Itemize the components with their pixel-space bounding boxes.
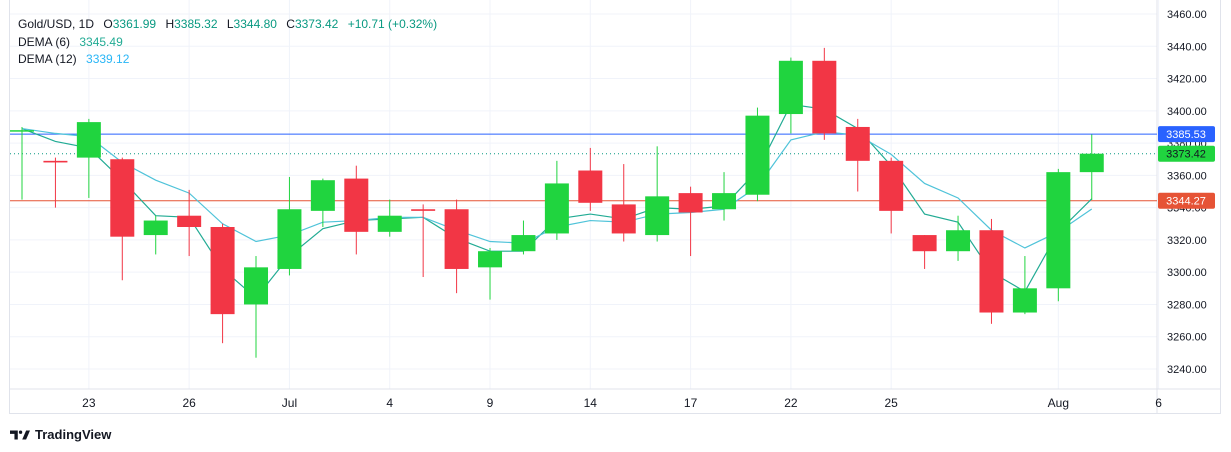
- candle-body[interactable]: [478, 251, 503, 268]
- x-tick-label: Aug: [1048, 396, 1069, 410]
- candle-body[interactable]: [678, 193, 703, 213]
- x-tick-label: Jul: [282, 396, 297, 410]
- candle-body[interactable]: [745, 115, 770, 195]
- candle-body[interactable]: [879, 160, 904, 211]
- candle-body[interactable]: [912, 235, 937, 252]
- candle-body[interactable]: [210, 227, 235, 315]
- y-tick-label: 3420.00: [1167, 74, 1207, 86]
- candle-body[interactable]: [43, 160, 68, 163]
- price-line-label: 3373.42: [1166, 149, 1206, 161]
- price-line-label: 3385.53: [1166, 129, 1206, 141]
- dema12-value: 3339.12: [86, 52, 130, 66]
- candle-body[interactable]: [544, 183, 569, 234]
- dema6-legend[interactable]: DEMA (6) 3345.49: [18, 35, 125, 50]
- x-tick-label: 6: [1155, 396, 1162, 410]
- candle-body[interactable]: [845, 126, 870, 161]
- candle-body[interactable]: [143, 220, 168, 236]
- x-tick-label: 4: [386, 396, 393, 410]
- y-tick-label: 3460.00: [1167, 9, 1207, 21]
- price-line-label: 3344.27: [1166, 196, 1206, 208]
- legend-close-value: 3373.42: [294, 17, 339, 31]
- y-tick-label: 3300.00: [1167, 267, 1207, 279]
- x-tick-label: 22: [784, 396, 798, 410]
- candles[interactable]: [10, 47, 1104, 358]
- legend-open-label: O: [103, 17, 113, 31]
- dema6-label: DEMA (6): [18, 35, 71, 49]
- candle-body[interactable]: [1046, 172, 1071, 289]
- y-tick-label: 3240.00: [1167, 364, 1207, 376]
- x-tick-label: 23: [82, 396, 96, 410]
- x-tick-label: 25: [885, 396, 899, 410]
- y-tick-label: 3320.00: [1167, 235, 1207, 247]
- chart-frame[interactable]: [9, 0, 1221, 414]
- x-tick-label: 26: [182, 396, 196, 410]
- candle-body[interactable]: [310, 180, 335, 211]
- dema12-legend[interactable]: DEMA (12) 3339.12: [18, 52, 131, 67]
- candle-body[interactable]: [244, 267, 269, 305]
- candle-body[interactable]: [946, 230, 971, 252]
- price-line-labels: 3385.53 3373.42 3344.27: [1158, 126, 1215, 209]
- candle-body[interactable]: [110, 159, 135, 237]
- legend-high-value: 3385.32: [174, 17, 218, 31]
- candle-body[interactable]: [712, 193, 737, 210]
- candle-body[interactable]: [377, 215, 402, 232]
- candle-body[interactable]: [511, 235, 536, 252]
- legend-change: +10.71 (+0.32%): [347, 17, 438, 31]
- x-tick-label: 9: [487, 396, 494, 410]
- tradingview-branding[interactable]: TradingView: [10, 427, 111, 442]
- tradingview-logo-icon: [10, 430, 30, 439]
- candlestick-chart[interactable]: 3240.003260.003280.003300.003320.003340.…: [0, 0, 1231, 414]
- x-tick-label: 17: [684, 396, 698, 410]
- candle-body[interactable]: [1079, 153, 1104, 173]
- candle-body[interactable]: [277, 209, 302, 269]
- dema6-value: 3345.49: [79, 35, 123, 49]
- ohlc-legend: Gold/USD, 1D O3361.99 H3385.32 L3344.80 …: [18, 17, 439, 32]
- candle-body[interactable]: [177, 215, 202, 227]
- legend-open-value: 3361.99: [112, 17, 157, 31]
- y-tick-label: 3280.00: [1167, 299, 1207, 311]
- x-tick-label: 14: [584, 396, 598, 410]
- candle-body[interactable]: [778, 60, 803, 115]
- legend-close-label: C: [286, 17, 295, 31]
- candle-body[interactable]: [76, 122, 101, 158]
- y-tick-label: 3360.00: [1167, 170, 1207, 182]
- legend-high-label: H: [165, 17, 175, 31]
- candle-body[interactable]: [578, 170, 603, 203]
- price-line-label-bg: [1158, 192, 1215, 209]
- candle-body[interactable]: [812, 60, 837, 134]
- legend-low-label: L: [226, 17, 234, 31]
- candle-body[interactable]: [10, 130, 34, 132]
- legend-low-value: 3344.80: [233, 17, 277, 31]
- time-axis[interactable]: 23 26 Jul 4 9 14 17 22 25 Aug 6: [82, 396, 1162, 410]
- y-tick-label: 3400.00: [1167, 106, 1207, 118]
- y-tick-label: 3260.00: [1167, 332, 1207, 344]
- y-tick-label: 3440.00: [1167, 41, 1207, 53]
- price-line-label-bg: [1158, 145, 1215, 162]
- dema12-label: DEMA (12): [18, 52, 77, 66]
- candle-body[interactable]: [611, 204, 636, 234]
- candle-body[interactable]: [645, 196, 670, 236]
- candle-body[interactable]: [344, 178, 369, 232]
- candle-body[interactable]: [1012, 288, 1037, 313]
- price-line-label-bg: [1158, 126, 1215, 143]
- candle-body[interactable]: [979, 230, 1004, 313]
- tradingview-brand: TradingView: [35, 427, 112, 442]
- legend-symbol: Gold/USD, 1D: [18, 17, 95, 31]
- price-axis[interactable]: 3240.003260.003280.003300.003320.003340.…: [1167, 9, 1207, 376]
- candle-body[interactable]: [444, 209, 469, 269]
- candle-body[interactable]: [411, 209, 436, 211]
